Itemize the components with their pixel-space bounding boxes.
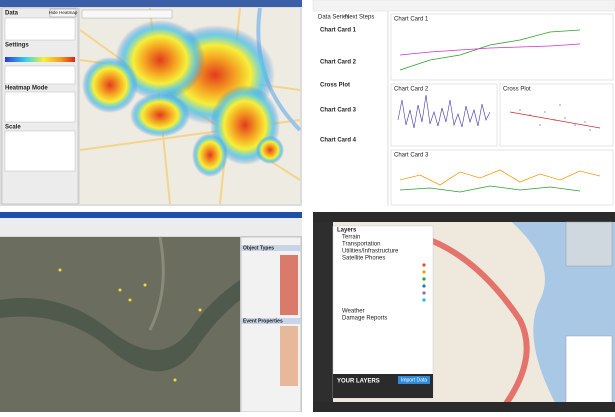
button-label: Hide Heatmap: [49, 10, 78, 15]
layer-item[interactable]: Terrain: [342, 235, 360, 241]
list-item[interactable]: Chart Card 2: [320, 60, 357, 66]
hide-heatmap-button[interactable]: [49, 8, 77, 18]
panel-title: Event Properties: [243, 318, 283, 324]
layer-item[interactable]: Damage Reports: [342, 316, 387, 322]
tab[interactable]: Next Steps: [345, 15, 374, 21]
section-title: Data: [5, 11, 19, 17]
panel-title: Chart Card 2: [394, 87, 429, 93]
panel-title: Chart Card 3: [394, 153, 429, 159]
section-title: Settings: [5, 43, 29, 49]
chart-dashboard: Data Series Next Steps Chart Card 1 Char…: [312, 0, 615, 206]
list-item[interactable]: Chart Card 3: [320, 108, 357, 114]
import-data-button[interactable]: [398, 376, 430, 384]
your-layers-title: YOUR LAYERS: [337, 379, 380, 385]
layer-item[interactable]: Weather: [342, 309, 365, 315]
panel-title: Object Types: [243, 245, 274, 251]
button-label: Import Data: [401, 377, 427, 383]
section-title: Scale: [5, 125, 21, 131]
list-item[interactable]: Chart Card 1: [320, 28, 357, 34]
layers-map: Layers Terrain Transportation Utilities/…: [313, 212, 615, 414]
panel-title: Chart Card 1: [394, 17, 429, 23]
section-title: Heatmap Mode: [5, 86, 48, 92]
tab[interactable]: Data Series: [318, 15, 349, 21]
dropdown-header: Layers: [337, 228, 357, 234]
list-item[interactable]: Cross Plot: [320, 83, 350, 89]
list-item[interactable]: Chart Card 4: [320, 138, 357, 144]
gis-app: Object Types Event Properties: [0, 212, 302, 413]
layer-item[interactable]: Satellite Phones: [342, 256, 385, 262]
layer-item[interactable]: Utilities/Infrastructure: [342, 249, 399, 255]
heatmap-app: Data Hide Heatmap Settings Heatmap Mode …: [0, 0, 302, 206]
layer-item[interactable]: Transportation: [342, 242, 380, 248]
panel-title: Cross Plot: [503, 87, 531, 93]
